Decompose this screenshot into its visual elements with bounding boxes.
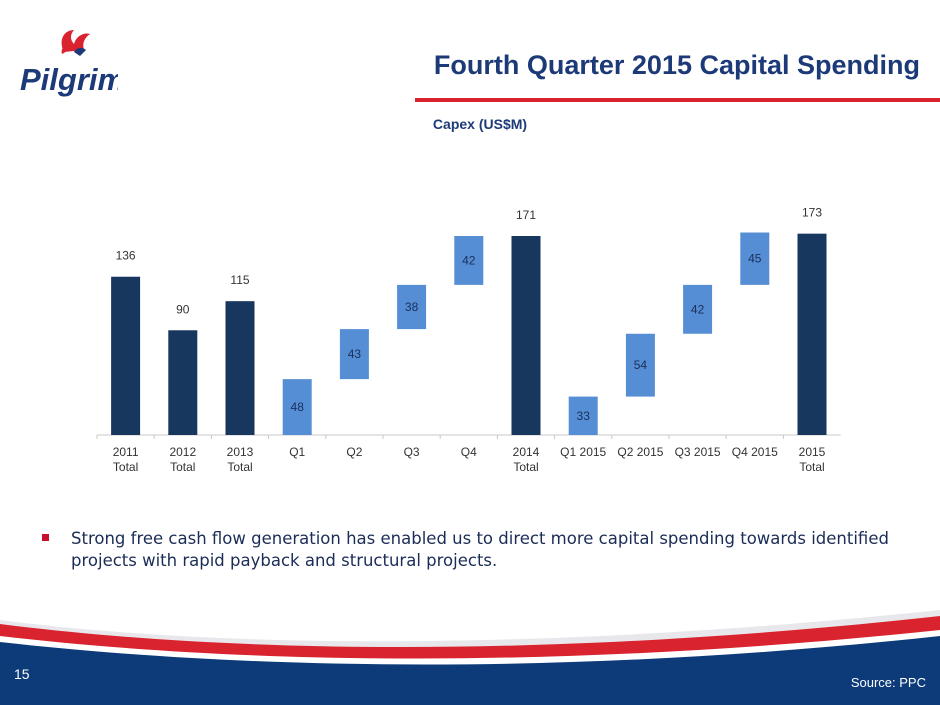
x-tick-label-11-line-0: Q4 2015 bbox=[732, 445, 778, 459]
bar-2 bbox=[225, 301, 255, 435]
x-tick-label-8-line-0: Q1 2015 bbox=[560, 445, 606, 459]
data-label-0: 136 bbox=[116, 249, 136, 263]
data-label-7: 171 bbox=[516, 208, 536, 222]
bullet-marker-icon bbox=[42, 534, 49, 541]
rooster-icon bbox=[61, 30, 90, 56]
pilgrims-logo: Pilgrim's bbox=[20, 30, 118, 97]
x-tick-label-10-line-0: Q3 2015 bbox=[675, 445, 721, 459]
footer-band bbox=[0, 610, 940, 705]
data-label-8: 33 bbox=[577, 409, 591, 423]
bar-6 bbox=[454, 236, 484, 285]
data-label-12: 173 bbox=[802, 206, 822, 220]
bar-12 bbox=[797, 233, 827, 435]
bar-5 bbox=[397, 284, 427, 330]
bar-0 bbox=[111, 276, 141, 435]
bar-9 bbox=[625, 333, 655, 397]
data-label-1: 90 bbox=[176, 302, 190, 316]
x-tick-label-6-line-0: Q4 bbox=[461, 445, 477, 459]
logo-wordmark: Pilgrim's bbox=[20, 62, 118, 97]
x-tick-label-0-line-1: Total bbox=[113, 460, 138, 474]
x-tick-label-2-line-0: 2013 bbox=[227, 445, 254, 459]
x-tick-label-9-line-0: Q2 2015 bbox=[617, 445, 663, 459]
data-label-5: 38 bbox=[405, 300, 419, 314]
data-label-2: 115 bbox=[230, 273, 249, 287]
bar-4 bbox=[339, 329, 369, 380]
bar-1 bbox=[168, 330, 198, 435]
data-label-9: 54 bbox=[634, 358, 648, 372]
data-label-3: 48 bbox=[291, 400, 305, 414]
bar-11 bbox=[740, 232, 770, 285]
x-tick-label-5-line-0: Q3 bbox=[404, 445, 420, 459]
x-tick-label-7-line-1: Total bbox=[513, 460, 538, 474]
source-note: Source: PPC bbox=[850, 675, 926, 690]
x-tick-label-12-line-0: 2015 bbox=[799, 445, 826, 459]
x-tick-label-7-line-0: 2014 bbox=[513, 445, 540, 459]
bar-3 bbox=[282, 379, 312, 435]
chart-title: Capex (US$M) bbox=[432, 116, 528, 132]
x-tick-label-12-line-1: Total bbox=[799, 460, 824, 474]
x-tick-label-3-line-0: Q1 bbox=[289, 445, 305, 459]
x-tick-label-4-line-0: Q2 bbox=[346, 445, 362, 459]
data-label-10: 42 bbox=[691, 302, 705, 316]
x-tick-label-1-line-1: Total bbox=[170, 460, 195, 474]
slide-title: Fourth Quarter 2015 Capital Spending bbox=[433, 50, 920, 80]
bar-7 bbox=[511, 236, 541, 435]
bar-8 bbox=[568, 396, 598, 435]
bullet-point: Strong free cash flow generation has ena… bbox=[42, 528, 902, 572]
data-label-4: 43 bbox=[348, 347, 362, 361]
x-tick-label-0-line-0: 2011 bbox=[113, 445, 139, 459]
bullet-text: Strong free cash flow generation has ena… bbox=[71, 529, 889, 570]
data-label-6: 42 bbox=[462, 253, 476, 267]
title-divider bbox=[415, 98, 940, 102]
x-tick-label-2-line-1: Total bbox=[227, 460, 252, 474]
data-label-11: 45 bbox=[748, 252, 762, 266]
bar-10 bbox=[683, 284, 713, 334]
page-number: 15 bbox=[14, 666, 30, 682]
x-tick-label-1-line-0: 2012 bbox=[169, 445, 196, 459]
